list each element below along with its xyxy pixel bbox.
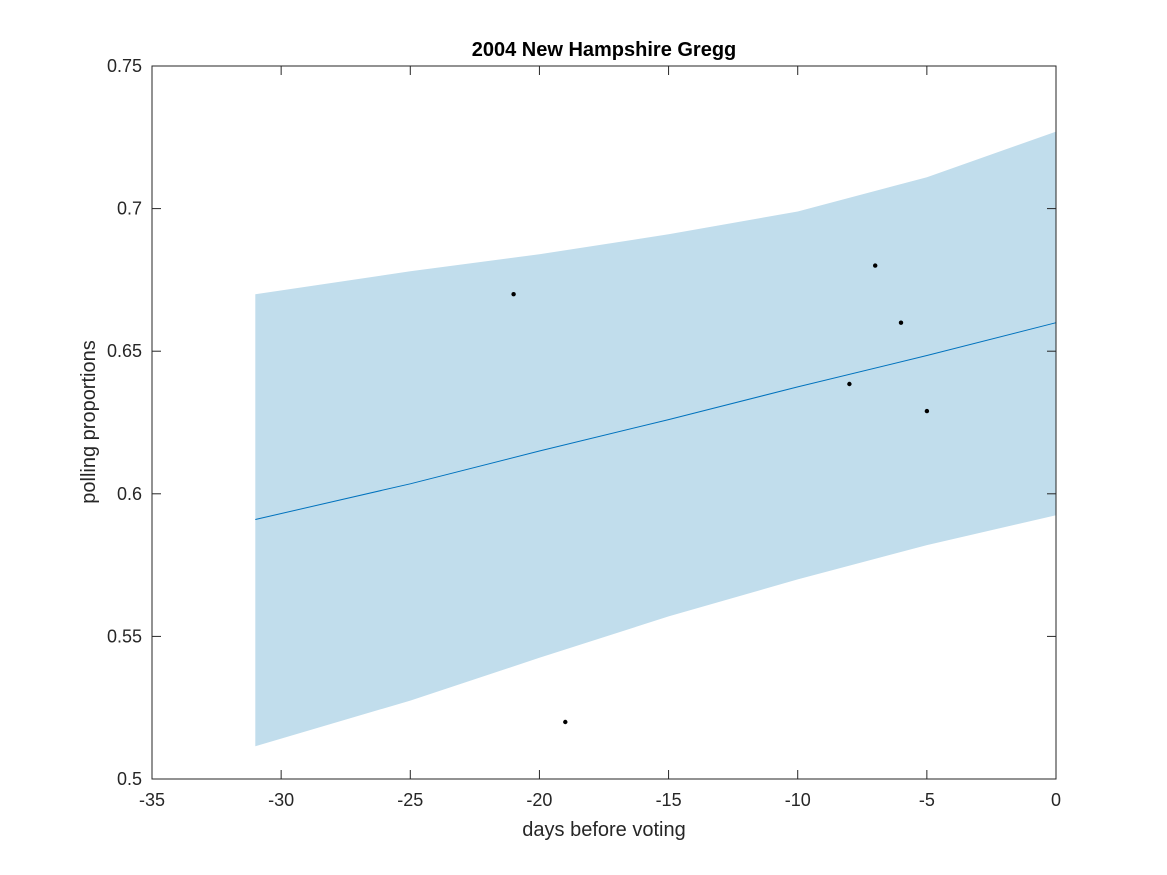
x-tick-label: -5 [919,790,935,810]
data-point [847,381,852,387]
y-tick-label: 0.5 [117,769,142,789]
confidence-band [255,131,1057,747]
data-point [924,408,930,414]
data-point [511,292,516,297]
x-tick-label: -20 [526,790,552,810]
chart-title: 2004 New Hampshire Gregg [472,39,737,61]
x-axis-label: days before voting [522,819,685,841]
x-tick-label: -15 [656,790,682,810]
data-point [898,320,904,325]
plot-area-border [151,65,1057,780]
fit-line [255,322,1057,520]
x-tick-label: -35 [139,790,165,810]
y-tick-label: 0.7 [117,199,142,219]
y-axis-label: polling proportions [78,340,100,503]
data-point [563,719,568,725]
x-tick-label: -10 [785,790,811,810]
y-tick-label: 0.65 [107,341,142,361]
y-tick-label: 0.75 [107,56,142,76]
x-tick-label: 0 [1051,790,1061,810]
x-tick-label: -30 [268,790,294,810]
data-point [873,263,878,268]
y-tick-label: 0.6 [117,484,142,504]
x-tick-label: -25 [397,790,423,810]
y-tick-label: 0.55 [107,626,142,646]
